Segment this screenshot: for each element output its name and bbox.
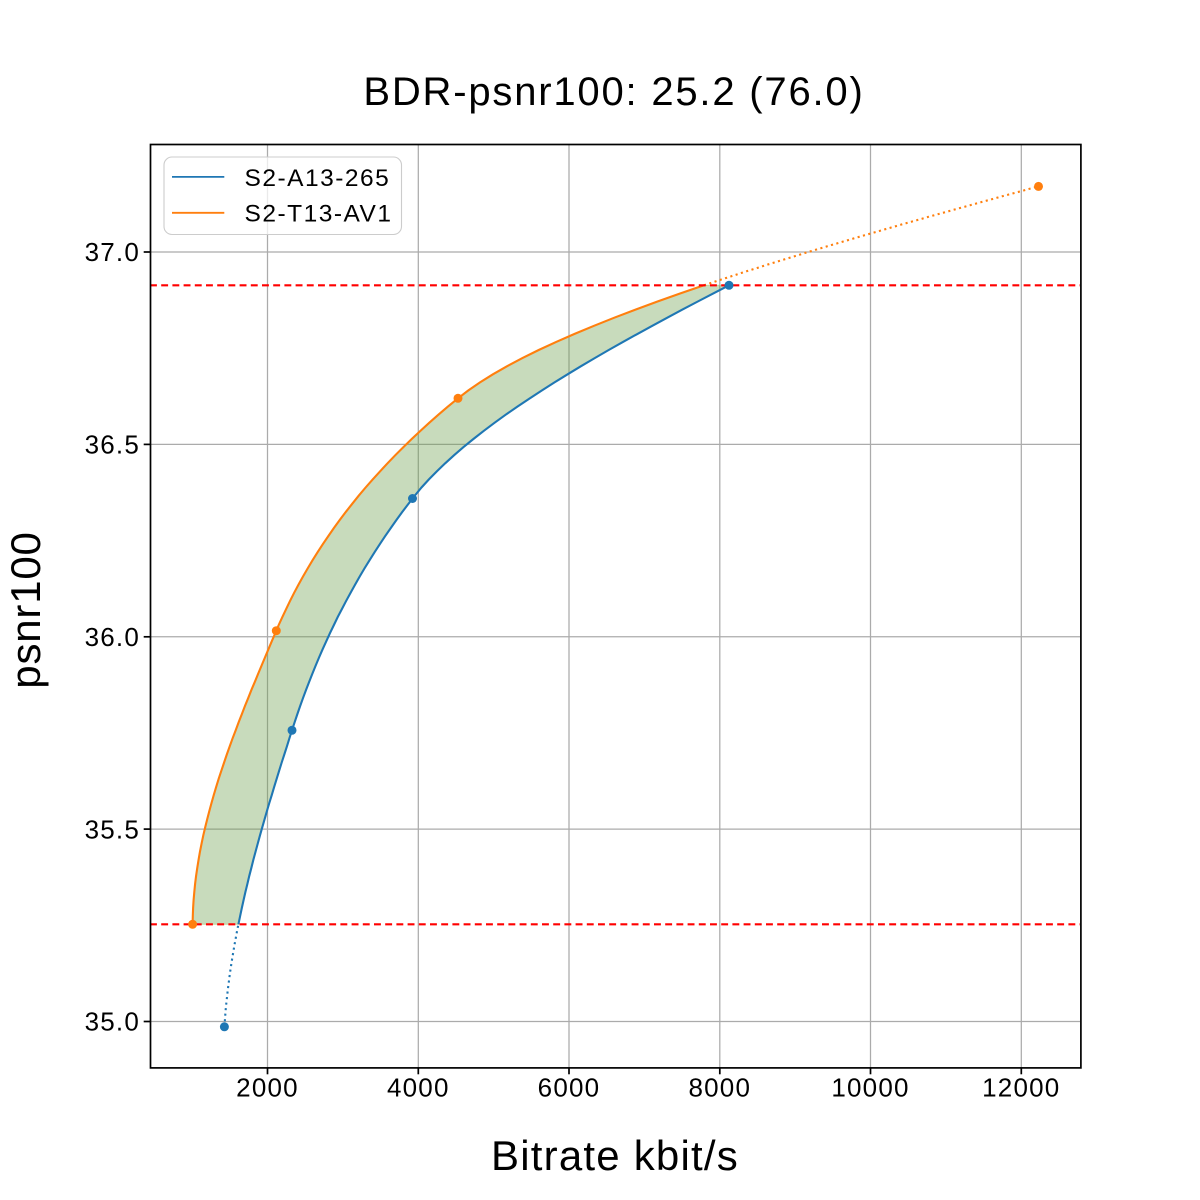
svg-text:Bitrate kbit/s: Bitrate kbit/s bbox=[491, 1132, 739, 1179]
svg-text:35.5: 35.5 bbox=[85, 814, 140, 844]
svg-text:36.0: 36.0 bbox=[85, 622, 140, 652]
svg-text:S2-A13-265: S2-A13-265 bbox=[245, 165, 391, 192]
svg-text:S2-T13-AV1: S2-T13-AV1 bbox=[245, 201, 393, 228]
svg-text:4000: 4000 bbox=[387, 1073, 450, 1103]
svg-text:2000: 2000 bbox=[236, 1073, 299, 1103]
svg-text:10000: 10000 bbox=[831, 1073, 909, 1103]
svg-text:6000: 6000 bbox=[538, 1073, 601, 1103]
svg-text:36.5: 36.5 bbox=[85, 430, 140, 460]
svg-text:psnr100: psnr100 bbox=[2, 531, 49, 688]
svg-text:37.0: 37.0 bbox=[85, 237, 140, 267]
svg-text:35.0: 35.0 bbox=[85, 1007, 140, 1037]
svg-text:8000: 8000 bbox=[688, 1073, 751, 1103]
svg-text:BDR-psnr100: 25.2 (76.0): BDR-psnr100: 25.2 (76.0) bbox=[363, 70, 864, 114]
svg-text:12000: 12000 bbox=[982, 1073, 1060, 1103]
